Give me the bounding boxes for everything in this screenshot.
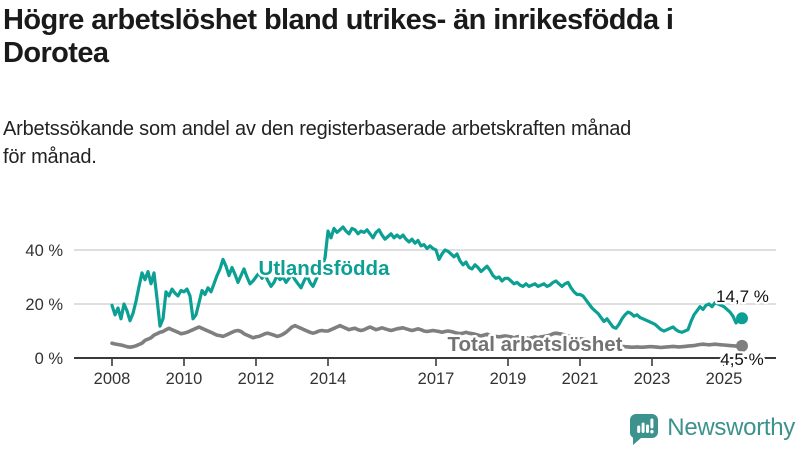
series-label: Utlandsfödda (259, 257, 391, 280)
newsworthy-logo[interactable]: Newsworthy (629, 411, 795, 445)
x-axis-tick-label: 2008 (94, 370, 131, 388)
page-title: Högre arbetslöshet bland utrikes- än inr… (3, 4, 674, 70)
y-axis-tick-label: 40 % (25, 242, 63, 260)
newsworthy-logo-text: Newsworthy (667, 414, 795, 441)
series-end-value-label: 4,5 % (720, 350, 763, 369)
chart-subtitle: Arbetssökande som andel av den registerb… (3, 118, 632, 169)
x-axis-tick-label: 2021 (562, 370, 599, 388)
series-line-total (110, 323, 744, 350)
x-axis-tick-label: 2019 (490, 370, 527, 388)
bar-2 (641, 422, 645, 433)
x-axis-tick-label: 2012 (238, 370, 275, 388)
series-end-dot (736, 339, 748, 352)
x-axis-tick-label: 2014 (310, 370, 347, 388)
series-label: Total arbetslöshet (447, 333, 622, 356)
bar-3 (646, 424, 650, 433)
y-axis-tick-label: 0 % (35, 350, 64, 368)
x-axis-tick-label: 2010 (166, 370, 203, 388)
bar-1 (637, 425, 641, 433)
exclamation-bar (650, 418, 654, 429)
x-axis-tick-label: 2017 (418, 370, 455, 388)
series-end-dot (736, 312, 748, 325)
unemployment-line-chart: 0 % 20 % 40 % 2008 2010 2012 2014 2017 2019 2021 2… (25, 225, 776, 388)
x-axis-tick-label: 2023 (634, 370, 671, 388)
series-end-value-label: 14,7 % (716, 287, 769, 306)
series-line-utlandsfodda (110, 225, 744, 334)
y-axis-tick-label: 20 % (25, 296, 63, 314)
exclamation-dot (650, 430, 654, 434)
x-axis-tick-label: 2025 (706, 370, 743, 388)
bar-chart-speech-bubble-icon (630, 414, 659, 445)
